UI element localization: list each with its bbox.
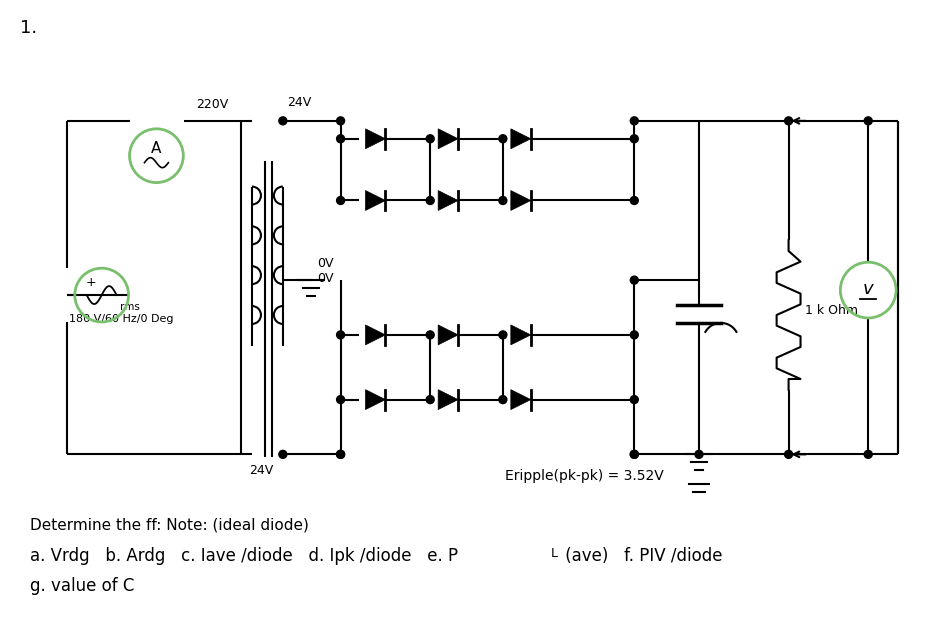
Text: Eripple(pk-pk) = 3.52V: Eripple(pk-pk) = 3.52V (505, 469, 663, 483)
Circle shape (279, 450, 287, 458)
Polygon shape (365, 191, 385, 211)
Text: (ave)   f. PIV /diode: (ave) f. PIV /diode (560, 547, 722, 565)
Text: 0V: 0V (317, 257, 333, 270)
Circle shape (784, 450, 793, 458)
Circle shape (865, 450, 872, 458)
Circle shape (337, 196, 344, 204)
Circle shape (337, 135, 344, 143)
Text: 0V: 0V (317, 272, 333, 285)
Circle shape (337, 117, 344, 125)
Circle shape (499, 135, 507, 143)
Circle shape (630, 117, 639, 125)
Text: 180 V/60 Hz/0 Deg: 180 V/60 Hz/0 Deg (69, 314, 173, 324)
Circle shape (427, 331, 434, 339)
Polygon shape (511, 325, 531, 345)
Circle shape (630, 450, 639, 458)
Text: g. value of C: g. value of C (30, 577, 134, 595)
Text: A: A (151, 141, 162, 156)
Circle shape (499, 396, 507, 404)
Text: a. Vrdg   b. Ardg   c. Iave /diode   d. Ipk /diode   e. P: a. Vrdg b. Ardg c. Iave /diode d. Ipk /d… (30, 547, 458, 565)
Circle shape (337, 331, 344, 339)
Text: 24V: 24V (249, 465, 273, 478)
Polygon shape (365, 389, 385, 410)
Text: +: + (85, 276, 96, 289)
Circle shape (337, 450, 344, 458)
Polygon shape (438, 191, 458, 211)
Circle shape (784, 117, 793, 125)
Circle shape (695, 450, 703, 458)
Text: Determine the ff: Note: (ideal diode): Determine the ff: Note: (ideal diode) (30, 517, 308, 532)
Circle shape (630, 396, 639, 404)
Text: 1 k Ohm: 1 k Ohm (804, 304, 857, 317)
Polygon shape (365, 129, 385, 148)
Circle shape (499, 331, 507, 339)
Circle shape (499, 196, 507, 204)
Text: L: L (551, 547, 557, 560)
Polygon shape (365, 325, 385, 345)
Circle shape (279, 117, 287, 125)
Text: rms: rms (119, 302, 139, 312)
Text: v: v (863, 280, 873, 298)
Text: 220V: 220V (196, 98, 229, 111)
Circle shape (427, 196, 434, 204)
Polygon shape (511, 129, 531, 148)
Text: 1.: 1. (20, 19, 37, 37)
Polygon shape (511, 389, 531, 410)
Circle shape (630, 196, 639, 204)
Circle shape (427, 396, 434, 404)
Circle shape (337, 450, 344, 458)
Circle shape (630, 331, 639, 339)
Circle shape (630, 276, 639, 284)
Circle shape (630, 450, 639, 458)
Polygon shape (438, 129, 458, 148)
Polygon shape (511, 191, 531, 211)
Circle shape (865, 117, 872, 125)
Text: 24V: 24V (287, 96, 311, 109)
Circle shape (630, 135, 639, 143)
Polygon shape (438, 325, 458, 345)
Circle shape (427, 135, 434, 143)
Circle shape (337, 396, 344, 404)
Polygon shape (438, 389, 458, 410)
